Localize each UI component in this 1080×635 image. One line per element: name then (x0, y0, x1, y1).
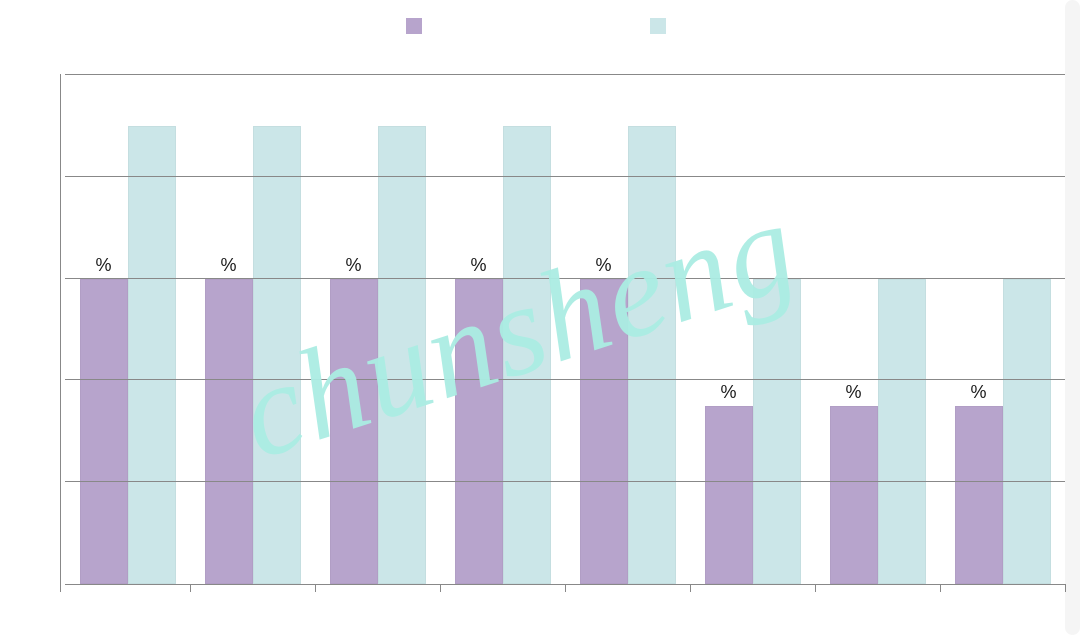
bar-series2 (128, 126, 176, 584)
bar-series1: % (455, 279, 503, 584)
bar-series1: % (955, 406, 1003, 584)
bar-label: % (95, 255, 111, 276)
legend-item-1 (406, 18, 430, 34)
bar-group: % (65, 75, 190, 584)
gridline (65, 379, 1065, 380)
bar-series1: % (705, 406, 753, 584)
bar-series1: % (580, 279, 628, 584)
gridline (65, 74, 1065, 75)
bar-series1: % (205, 279, 253, 584)
bar-label: % (595, 255, 611, 276)
bar-series2 (628, 126, 676, 584)
bar-series1: % (330, 279, 378, 584)
bar-group: % (940, 75, 1065, 584)
x-tick (940, 584, 941, 592)
bars-wrap: %%%%%%%% (65, 75, 1065, 584)
bar-group: % (315, 75, 440, 584)
bar-group: % (440, 75, 565, 584)
bar-series1: % (80, 279, 128, 584)
plot-area: %%%%%%%% (65, 75, 1065, 585)
gridline (65, 278, 1065, 279)
legend-swatch-1 (406, 18, 422, 34)
y-axis-line (60, 74, 61, 585)
x-tick (315, 584, 316, 592)
bar-group: % (565, 75, 690, 584)
bar-group: % (690, 75, 815, 584)
bar-label: % (720, 382, 736, 403)
x-tick (815, 584, 816, 592)
legend-item-2 (650, 18, 674, 34)
x-tick (440, 584, 441, 592)
right-edge-shadow (1065, 0, 1080, 635)
bar-group: % (815, 75, 940, 584)
bar-series1: % (830, 406, 878, 584)
gridline (65, 176, 1065, 177)
x-tick (60, 584, 61, 592)
bar-label: % (220, 255, 236, 276)
bar-label: % (970, 382, 986, 403)
bar-label: % (345, 255, 361, 276)
legend-swatch-2 (650, 18, 666, 34)
bar-series2 (378, 126, 426, 584)
gridline (65, 481, 1065, 482)
legend (0, 18, 1080, 34)
x-tick (190, 584, 191, 592)
bar-series2 (253, 126, 301, 584)
bar-label: % (470, 255, 486, 276)
bar-series2 (753, 279, 801, 584)
bar-series2 (1003, 279, 1051, 584)
bar-series2 (503, 126, 551, 584)
x-tick (690, 584, 691, 592)
chart-container: %%%%%%%% chunsheng (0, 0, 1080, 635)
x-tick (565, 584, 566, 592)
bar-label: % (845, 382, 861, 403)
bar-group: % (190, 75, 315, 584)
bar-series2 (878, 279, 926, 584)
